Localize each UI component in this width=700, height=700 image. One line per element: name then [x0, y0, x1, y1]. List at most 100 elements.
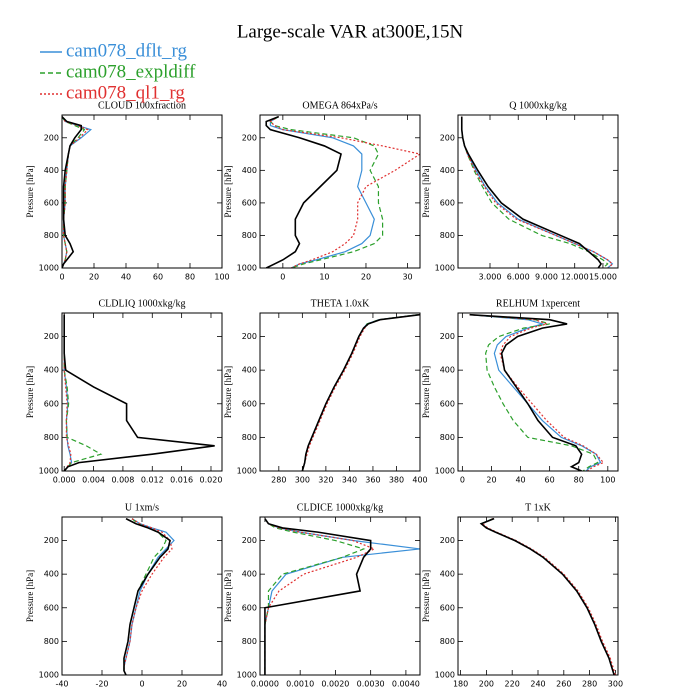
y-tick-label: 600	[44, 399, 59, 408]
x-tick-label: -40	[55, 680, 68, 689]
series-line	[123, 517, 171, 675]
panel-title: CLOUD 100xfraction	[98, 100, 186, 111]
legend-label: cam078_expldiff	[66, 61, 196, 82]
x-tick-label: 0.016	[170, 476, 193, 485]
y-tick-label: 400	[44, 366, 59, 375]
series-line	[269, 116, 375, 268]
x-tick-label: 0.004	[82, 476, 105, 485]
x-tick-label: 0.020	[200, 476, 223, 485]
series-line	[301, 314, 419, 471]
series-line	[469, 313, 583, 471]
y-tick-label: 200	[440, 536, 455, 545]
y-tick-label: 1000	[39, 467, 59, 476]
y-tick-label: 1000	[39, 671, 59, 680]
figure-title: Large-scale VAR at300E,15N	[237, 21, 464, 42]
y-tick-label: 400	[44, 166, 59, 175]
x-tick-label: 30	[402, 273, 412, 282]
x-tick-label: 200	[479, 680, 494, 689]
y-tick-label: 800	[440, 637, 455, 646]
legend-label: cam078_dflt_rg	[66, 40, 188, 61]
panel: THETA 1.0xK Pressure [hPa] 200 400 600 800 100…	[223, 298, 428, 484]
legend-label: cam078_ql1_rg	[66, 82, 185, 103]
y-axis-label: Pressure [hPa]	[25, 570, 35, 622]
series-line	[301, 313, 420, 471]
y-tick-label: 600	[440, 603, 455, 612]
y-axis-label: Pressure [hPa]	[421, 165, 431, 217]
x-tick-label: 0.0040	[392, 680, 420, 689]
y-tick-label: 200	[44, 133, 59, 142]
y-tick-label: 200	[44, 536, 59, 545]
y-tick-label: 800	[242, 637, 257, 646]
x-tick-label: 20	[89, 273, 99, 282]
y-tick-label: 800	[440, 433, 455, 442]
y-tick-label: 200	[242, 133, 257, 142]
x-tick-label: 320	[318, 476, 333, 485]
x-tick-label: 80	[185, 273, 195, 282]
y-tick-label: 600	[242, 198, 257, 207]
series-line	[460, 116, 603, 268]
x-tick-label: 100	[214, 273, 229, 282]
plot-frame	[457, 114, 619, 269]
x-tick-label: 220	[505, 680, 520, 689]
panel-title: OMEGA 864xPa/s	[302, 100, 377, 111]
x-tick-label: 60	[545, 476, 555, 485]
panel: CLOUD 100xfraction Pressure [hPa] 200 400 60…	[25, 100, 230, 281]
y-axis-label: Pressure [hPa]	[25, 165, 35, 217]
y-tick-label: 600	[44, 198, 59, 207]
series-line	[480, 518, 615, 675]
y-tick-label: 1000	[435, 467, 455, 476]
x-tick-label: 40	[121, 273, 131, 282]
x-tick-label: 0.0030	[357, 680, 385, 689]
series-line	[461, 116, 614, 268]
y-tick-label: 200	[440, 133, 455, 142]
series-line	[469, 314, 599, 471]
y-tick-label: 800	[242, 433, 257, 442]
series-line	[481, 518, 616, 675]
x-tick-label: 20	[177, 680, 187, 689]
series-line	[265, 115, 342, 268]
x-tick-label: 180	[453, 680, 468, 689]
y-tick-label: 1000	[237, 671, 257, 680]
x-tick-label: 0	[280, 273, 285, 282]
y-tick-label: 1000	[237, 467, 257, 476]
series-line	[301, 314, 418, 471]
panel-title: RELHUM 1xpercent	[496, 298, 580, 309]
series-line	[469, 314, 605, 471]
y-tick-label: 1000	[435, 671, 455, 680]
y-axis-label: Pressure [hPa]	[223, 165, 233, 217]
x-tick-label: 280	[271, 476, 286, 485]
series-line	[264, 518, 372, 675]
x-tick-label: 0.0010	[286, 680, 314, 689]
panel-title: CLDICE 1000xkg/kg	[297, 502, 383, 513]
y-tick-label: 800	[44, 433, 59, 442]
y-tick-label: 600	[44, 603, 59, 612]
series-line	[62, 116, 86, 268]
x-tick-label: 3.000	[479, 273, 502, 282]
x-tick-label: 240	[530, 680, 545, 689]
panel: CLDLIQ 1000xkg/kg Pressure [hPa] 200 400 600…	[25, 298, 223, 485]
series-line	[264, 518, 376, 675]
x-tick-label: 10	[319, 273, 329, 282]
series-line	[469, 314, 602, 471]
x-tick-label: 360	[365, 476, 380, 485]
x-tick-label: 15.000	[589, 273, 617, 282]
y-tick-label: 600	[440, 198, 455, 207]
x-tick-label: 0.0000	[251, 680, 279, 689]
series-line	[123, 518, 173, 675]
series-line	[264, 518, 366, 675]
y-tick-label: 800	[44, 231, 59, 240]
series-line	[63, 314, 215, 471]
series-line	[480, 518, 615, 675]
plot-frame	[259, 114, 421, 269]
panel: Q 1000xkg/kg Pressure [hPa] 200 400 600 800 10…	[421, 100, 619, 282]
x-tick-label: 6.000	[507, 273, 530, 282]
x-tick-label: 0	[460, 476, 465, 485]
series-line	[479, 517, 615, 675]
y-axis-label: Pressure [hPa]	[223, 570, 233, 622]
x-tick-label: 0.012	[141, 476, 164, 485]
series-line	[63, 314, 73, 471]
